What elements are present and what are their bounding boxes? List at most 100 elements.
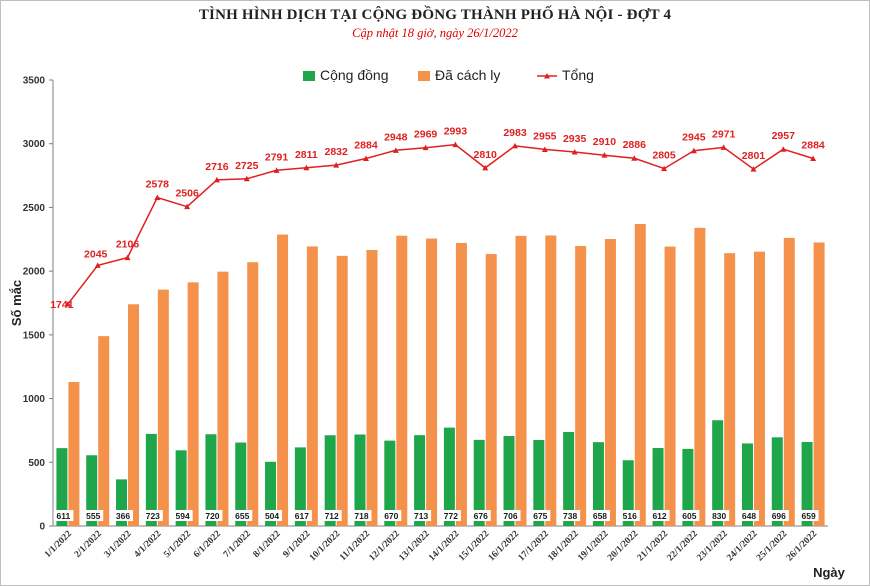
bar-da-cach-ly bbox=[306, 246, 318, 527]
data-label-cong-dong: 718 bbox=[354, 511, 368, 521]
data-label-box bbox=[83, 510, 104, 521]
bar-da-cach-ly bbox=[604, 239, 616, 526]
data-label-cong-dong: 648 bbox=[742, 511, 756, 521]
bar-cong-dong bbox=[592, 442, 604, 526]
bar-da-cach-ly bbox=[247, 262, 259, 526]
bar-cong-dong bbox=[324, 435, 336, 526]
data-label-cong-dong: 555 bbox=[86, 511, 100, 521]
y-tick-label: 3500 bbox=[23, 76, 46, 87]
marker-tong bbox=[303, 164, 310, 171]
data-label-box bbox=[291, 510, 312, 521]
marker-tong bbox=[661, 165, 668, 172]
data-label-box bbox=[262, 510, 283, 521]
x-tick-label: 12/1/2022 bbox=[368, 529, 402, 563]
data-label-tong: 2993 bbox=[444, 126, 468, 138]
data-label-tong: 2884 bbox=[354, 139, 378, 151]
marker-tong bbox=[213, 176, 220, 183]
data-label-box bbox=[381, 510, 402, 521]
bar-da-cach-ly bbox=[634, 223, 646, 526]
bar-cong-dong bbox=[503, 436, 515, 526]
marker-tong bbox=[154, 194, 161, 200]
data-label-cong-dong: 605 bbox=[682, 511, 696, 521]
x-axis-label: Ngày bbox=[813, 565, 846, 580]
bar-da-cach-ly bbox=[396, 235, 408, 526]
x-tick-label: 11/1/2022 bbox=[338, 529, 372, 563]
data-label-cong-dong: 617 bbox=[295, 511, 309, 521]
data-label-box bbox=[649, 510, 670, 521]
data-label-box bbox=[709, 510, 730, 521]
data-label-box bbox=[738, 510, 759, 521]
bar-cong-dong bbox=[801, 442, 813, 526]
data-label-cong-dong: 594 bbox=[176, 511, 190, 521]
y-tick-label: 500 bbox=[28, 458, 45, 469]
data-label-tong: 2884 bbox=[801, 139, 825, 151]
data-label-tong: 2805 bbox=[652, 150, 676, 162]
data-label-cong-dong: 655 bbox=[235, 511, 249, 521]
marker-tong bbox=[690, 147, 697, 154]
data-label-tong: 2935 bbox=[563, 133, 587, 145]
y-tick-label: 0 bbox=[39, 522, 45, 533]
marker-tong bbox=[243, 175, 250, 182]
bar-da-cach-ly bbox=[575, 246, 587, 526]
data-label-tong: 2969 bbox=[414, 129, 438, 141]
x-tick-label: 20/1/2022 bbox=[606, 529, 640, 563]
data-label-box bbox=[53, 510, 74, 521]
marker-tong bbox=[94, 262, 101, 268]
data-label-box bbox=[411, 510, 432, 521]
data-label-cong-dong: 712 bbox=[325, 511, 339, 521]
data-label-box bbox=[530, 510, 551, 521]
data-label-cong-dong: 723 bbox=[146, 511, 160, 521]
marker-tong bbox=[422, 144, 429, 151]
bar-cong-dong bbox=[205, 434, 217, 526]
bar-cong-dong bbox=[533, 439, 545, 526]
x-tick-label: 17/1/2022 bbox=[517, 529, 551, 563]
data-label-tong: 2801 bbox=[742, 150, 766, 162]
marker-tong bbox=[392, 147, 399, 153]
x-tick-label: 18/1/2022 bbox=[546, 529, 580, 563]
data-label-tong: 2948 bbox=[384, 131, 408, 143]
bar-da-cach-ly bbox=[128, 304, 140, 526]
data-label-box bbox=[619, 510, 640, 521]
x-tick-label: 5/1/2022 bbox=[162, 529, 193, 560]
x-tick-label: 8/1/2022 bbox=[252, 529, 283, 560]
y-tick-label: 2000 bbox=[23, 267, 46, 278]
bar-cong-dong bbox=[682, 448, 694, 526]
data-label-tong: 2810 bbox=[474, 149, 498, 161]
bar-da-cach-ly bbox=[68, 382, 80, 526]
marker-tong bbox=[362, 155, 369, 161]
data-label-cong-dong: 720 bbox=[205, 511, 219, 521]
chart-subtitle: Cập nhật 18 giờ, ngày 26/1/2022 bbox=[352, 26, 518, 40]
marker-tong bbox=[333, 162, 340, 168]
data-label-tong: 2045 bbox=[84, 248, 108, 260]
bar-da-cach-ly bbox=[485, 254, 497, 526]
legend-swatch-cong-dong bbox=[303, 71, 315, 81]
data-label-box bbox=[798, 510, 819, 521]
x-tick-label: 1/1/2022 bbox=[43, 529, 74, 560]
bar-da-cach-ly bbox=[277, 234, 289, 526]
marker-tong bbox=[750, 166, 757, 172]
data-label-tong: 2971 bbox=[712, 128, 736, 140]
bar-cong-dong bbox=[414, 435, 426, 526]
legend-label-cong-dong: Cộng đồng bbox=[320, 67, 389, 83]
x-tick-label: 4/1/2022 bbox=[132, 529, 163, 560]
marker-tong bbox=[184, 203, 191, 210]
x-tick-label: 14/1/2022 bbox=[427, 529, 461, 563]
bar-cong-dong bbox=[116, 479, 128, 526]
bar-da-cach-ly bbox=[545, 235, 557, 526]
marker-tong bbox=[541, 146, 548, 152]
legend-marker-tong bbox=[544, 73, 550, 79]
data-label-box bbox=[202, 510, 223, 521]
data-label-box bbox=[113, 510, 134, 521]
data-label-cong-dong: 516 bbox=[623, 511, 637, 521]
marker-tong bbox=[780, 146, 787, 152]
x-tick-label: 16/1/2022 bbox=[487, 529, 521, 563]
y-tick-label: 1500 bbox=[23, 330, 46, 341]
bar-cong-dong bbox=[384, 440, 396, 526]
marker-tong bbox=[512, 142, 519, 149]
bar-da-cach-ly bbox=[426, 238, 438, 526]
x-tick-label: 7/1/2022 bbox=[222, 529, 253, 560]
data-label-box bbox=[768, 510, 789, 521]
bar-da-cach-ly bbox=[724, 253, 736, 527]
x-tick-label: 25/1/2022 bbox=[755, 529, 789, 563]
bar-cong-dong bbox=[473, 439, 485, 526]
